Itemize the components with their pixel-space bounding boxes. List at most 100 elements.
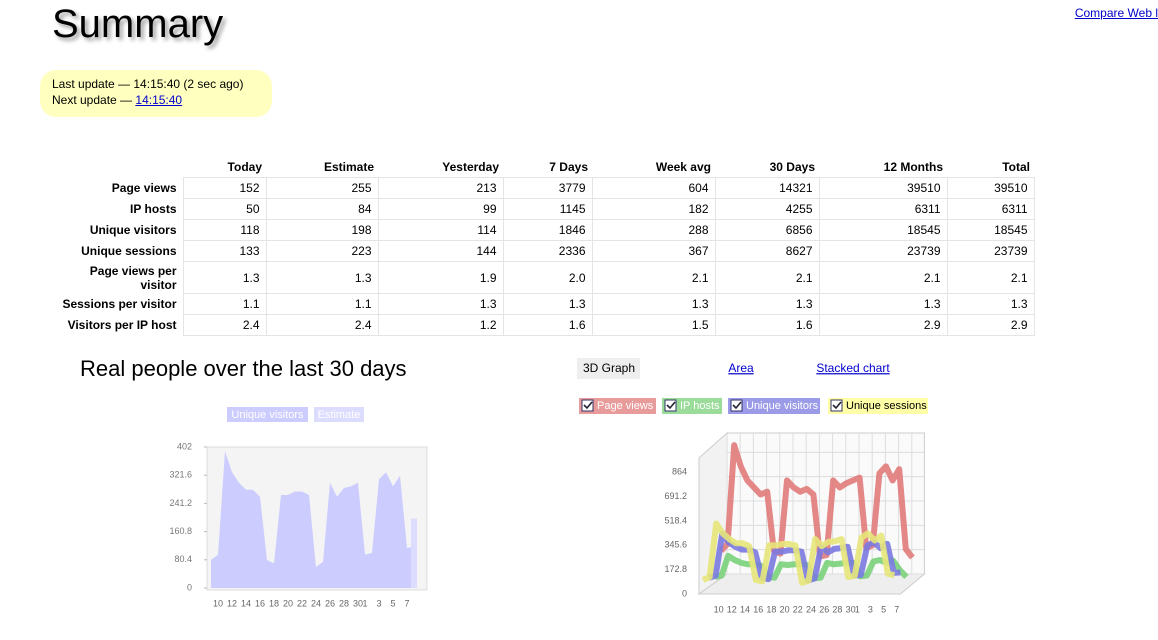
x-tick-label: 14 [241, 598, 251, 608]
compare-link[interactable]: Compare Web l [1074, 6, 1158, 20]
y-tick-label: 0 [187, 582, 192, 592]
x-tick-label: 1 [362, 598, 367, 608]
checkbox[interactable] [730, 399, 743, 412]
cell: 50 [182, 198, 267, 220]
estimate-bar [411, 518, 417, 588]
cell: 1.6 [502, 314, 593, 336]
x-tick-label: 7 [404, 598, 409, 608]
check [583, 401, 593, 410]
next-label: Next update — [52, 93, 133, 107]
cell: 2.1 [714, 261, 820, 294]
column-header: 30 Days [769, 159, 815, 174]
x-tick-label: 28 [339, 598, 349, 608]
chart-title: Real people over the last 30 days [80, 356, 407, 381]
cell: 223 [265, 240, 379, 262]
x-tick-label: 5 [881, 604, 886, 614]
cell: 2.4 [182, 314, 267, 336]
next-update: Next update — 14:15:40 [52, 92, 272, 108]
series-line [701, 520, 896, 586]
x-tick-label: 16 [255, 598, 265, 608]
checkbox[interactable] [581, 399, 594, 412]
row-label: Unique visitors [89, 223, 177, 237]
y-tick-label: 172.8 [664, 564, 687, 574]
cell: 2.1 [946, 261, 1035, 294]
column-header: 12 Months [883, 159, 943, 174]
table-row: Unique sessions 133 223 144 2336 367 8627 23739… [50, 240, 1035, 262]
column-header: Yesterday [442, 159, 499, 174]
cell: 367 [591, 240, 716, 262]
x-tick-label: 18 [766, 604, 776, 614]
y-tick-label: 518.4 [664, 515, 687, 525]
cell: 2.9 [818, 314, 948, 336]
y-tick-label: 345.6 [664, 540, 687, 550]
legend-item [828, 398, 928, 414]
x-tick-label: 30 [846, 604, 856, 614]
legend-item [579, 398, 656, 414]
legend-label: Unique visitors [231, 409, 304, 421]
x-tick-label: 20 [780, 604, 790, 614]
tab-link[interactable]: Area [728, 361, 754, 375]
row-label: IP hosts [130, 202, 177, 216]
x-tick-label: 16 [753, 604, 763, 614]
x-tick-label: 26 [819, 604, 829, 614]
series-line [718, 442, 915, 560]
x-tick-label: 18 [269, 598, 279, 608]
x-tick-label: 3 [376, 598, 381, 608]
update-box: Last update — 14:15:40 (2 sec ago) Next … [40, 70, 272, 117]
table-row: IP hosts 50 84 99 1145 182 4255 6311 6311 [50, 198, 1035, 220]
cell: 1846 [502, 219, 593, 241]
series-line [708, 531, 901, 584]
column-header: Total [1002, 159, 1030, 174]
y-tick-label: 321.6 [169, 470, 192, 480]
cell: 3779 [502, 177, 593, 199]
next-time[interactable]: 14:15:40 [135, 93, 183, 107]
cell: 2.1 [591, 261, 716, 294]
row-label: Page views per visitor [89, 263, 177, 292]
table-row: Sessions per visitor 1.1 1.1 1.3 1.3 1.3 1.3 1.… [50, 293, 1035, 315]
x-tick-label: 14 [740, 604, 750, 614]
table-row: Visitors per IP host 2.4 2.4 1.2 1.6 1.5 1.6 2.… [50, 314, 1035, 336]
cell: 133 [182, 240, 267, 262]
x-tick-label: 12 [227, 598, 237, 608]
cell: 1.3 [818, 293, 948, 315]
checkbox[interactable] [664, 399, 677, 412]
area [211, 451, 414, 588]
checkbox[interactable] [830, 399, 843, 412]
x-tick-label: 26 [325, 598, 335, 608]
check [732, 401, 742, 410]
legend-label: Unique visitors [746, 400, 819, 412]
table-row: Unique visitors 118 198 114 1846 288 6856 18545… [50, 219, 1035, 241]
column-header: Today [227, 159, 262, 174]
legend-item [728, 398, 820, 414]
x-tick-label: 3 [868, 604, 873, 614]
x-tick-label: 24 [311, 598, 321, 608]
y-tick-label: 402 [177, 441, 192, 451]
column-header: Week avg [655, 159, 711, 174]
y-tick-label: 691.2 [664, 491, 687, 501]
x-tick-label: 5 [390, 598, 395, 608]
legend-label: IP hosts [680, 400, 720, 412]
header-row: Today Estimate Yesterday 7 Days Week avg 30 D… [50, 156, 1034, 178]
y-tick-label: 80.4 [174, 554, 192, 564]
cell: 1145 [502, 198, 593, 220]
check [832, 401, 842, 410]
row-label: Unique sessions [81, 244, 177, 258]
x-tick-label: 12 [727, 604, 737, 614]
row-label: Page views [111, 181, 177, 195]
x-tick-label: 30 [353, 598, 363, 608]
legend-swatch [227, 407, 308, 422]
page-title: Summary [52, 2, 224, 46]
stats-table: Today Estimate Yesterday 7 Days Week avg 30 D… [50, 156, 1035, 336]
tab-link[interactable]: Stacked chart [816, 361, 890, 375]
cell: 2.9 [946, 314, 1035, 336]
tab-label: 3D Graph [583, 361, 635, 375]
legend-label: Unique sessions [846, 400, 927, 412]
x-tick-label: 10 [714, 604, 724, 614]
cell: 1.6 [714, 314, 820, 336]
check [666, 401, 676, 410]
x-tick-label: 22 [297, 598, 307, 608]
legend-item [662, 398, 722, 414]
x-tick-label: 20 [283, 598, 293, 608]
